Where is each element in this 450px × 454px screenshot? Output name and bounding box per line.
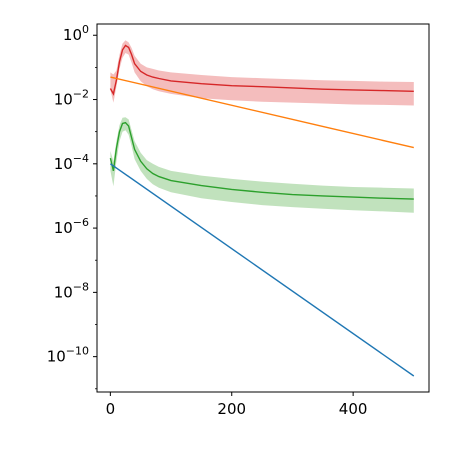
x-tick-label: 400 [339, 400, 368, 418]
y-tick-label-exponent: 0 [82, 23, 89, 36]
y-tick-label-base: 10 [63, 26, 82, 44]
y-tick-label-exponent: −8 [73, 280, 89, 293]
y-tick-label-base: 10 [54, 91, 73, 109]
series-lines [109, 44, 415, 377]
x-tick-label: 0 [106, 400, 116, 418]
series-2-line [109, 121, 414, 200]
y-tick-label: 10−4 [54, 152, 89, 173]
y-tick-label: 10−10 [47, 345, 89, 366]
y-tick-label-base: 10 [54, 219, 73, 237]
y-tick-label-base: 10 [54, 155, 73, 173]
y-tick-label-exponent: −10 [66, 345, 89, 358]
y-tick-label-exponent: −6 [73, 216, 89, 229]
x-tick-label: 200 [217, 400, 246, 418]
series-0-line [109, 44, 414, 96]
y-tick-label: 10−2 [54, 88, 89, 109]
y-tick-label: 100 [63, 23, 89, 44]
y-tick-label: 10−8 [54, 280, 89, 301]
y-tick-label-base: 10 [54, 283, 73, 301]
series-1-line [110, 76, 414, 149]
y-tick-label-base: 10 [47, 348, 66, 366]
y-tick-label-exponent: −2 [73, 88, 89, 101]
plot-frame [96, 23, 430, 393]
y-tick-label-exponent: −4 [73, 152, 89, 165]
series-3-line [109, 163, 415, 377]
series-2-band [110, 117, 414, 213]
y-tick-label: 10−6 [54, 216, 89, 237]
